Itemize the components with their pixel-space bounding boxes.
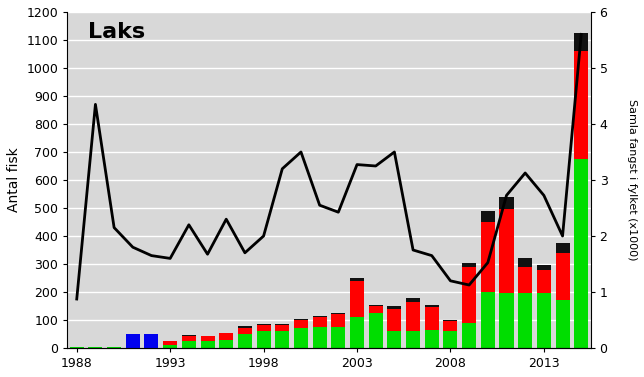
Bar bbox=[574, 33, 588, 51]
Bar bbox=[537, 265, 551, 270]
Bar bbox=[163, 345, 177, 348]
Bar bbox=[518, 267, 532, 293]
Bar bbox=[369, 313, 383, 348]
Bar bbox=[388, 306, 401, 309]
Bar bbox=[182, 336, 196, 341]
Bar bbox=[275, 324, 289, 325]
Bar bbox=[200, 336, 214, 341]
Bar bbox=[275, 325, 289, 331]
Bar bbox=[481, 292, 495, 348]
Bar bbox=[350, 317, 364, 348]
Bar bbox=[369, 306, 383, 313]
Bar bbox=[406, 297, 420, 302]
Bar bbox=[369, 305, 383, 306]
Bar bbox=[481, 211, 495, 222]
Bar bbox=[238, 334, 252, 348]
Bar bbox=[107, 346, 121, 348]
Bar bbox=[406, 302, 420, 331]
Bar bbox=[462, 263, 476, 267]
Text: Laks: Laks bbox=[88, 22, 146, 42]
Bar bbox=[238, 326, 252, 328]
Bar bbox=[294, 328, 308, 348]
Bar bbox=[556, 300, 569, 348]
Bar bbox=[406, 331, 420, 348]
Bar bbox=[425, 305, 439, 307]
Bar bbox=[518, 293, 532, 348]
Bar bbox=[70, 346, 84, 348]
Y-axis label: Samla fangst i fylket (x1000): Samla fangst i fylket (x1000) bbox=[627, 99, 637, 261]
Bar bbox=[163, 341, 177, 345]
Bar bbox=[312, 316, 327, 317]
Bar bbox=[444, 320, 457, 322]
Bar bbox=[126, 346, 140, 348]
Bar bbox=[537, 270, 551, 293]
Bar bbox=[294, 319, 308, 320]
Bar bbox=[312, 317, 327, 327]
Bar bbox=[275, 331, 289, 348]
Bar bbox=[182, 334, 196, 336]
Bar bbox=[144, 344, 158, 346]
Bar bbox=[182, 341, 196, 348]
Bar bbox=[388, 331, 401, 348]
Bar bbox=[144, 334, 158, 348]
Bar bbox=[312, 327, 327, 348]
Bar bbox=[88, 346, 102, 348]
Bar bbox=[574, 159, 588, 348]
Bar bbox=[388, 309, 401, 331]
Bar bbox=[537, 293, 551, 348]
Bar bbox=[425, 307, 439, 330]
Bar bbox=[331, 327, 345, 348]
Bar bbox=[256, 331, 270, 348]
Bar bbox=[331, 314, 345, 327]
Bar bbox=[556, 253, 569, 300]
Bar bbox=[219, 340, 233, 348]
Bar bbox=[556, 243, 569, 253]
Bar bbox=[462, 267, 476, 323]
Bar bbox=[574, 51, 588, 159]
Bar bbox=[500, 209, 513, 293]
Bar bbox=[350, 278, 364, 281]
Bar bbox=[294, 320, 308, 328]
Bar bbox=[481, 222, 495, 292]
Bar bbox=[126, 334, 140, 348]
Bar bbox=[219, 333, 233, 340]
Bar bbox=[500, 197, 513, 209]
Bar bbox=[444, 331, 457, 348]
Bar bbox=[256, 324, 270, 325]
Bar bbox=[331, 313, 345, 314]
Bar bbox=[462, 323, 476, 348]
Bar bbox=[238, 328, 252, 334]
Bar bbox=[500, 293, 513, 348]
Bar bbox=[444, 322, 457, 331]
Bar bbox=[350, 281, 364, 317]
Bar bbox=[144, 346, 158, 348]
Bar bbox=[200, 341, 214, 348]
Bar bbox=[518, 258, 532, 267]
Y-axis label: Antal fisk: Antal fisk bbox=[7, 148, 21, 212]
Bar bbox=[425, 330, 439, 348]
Bar bbox=[256, 325, 270, 331]
